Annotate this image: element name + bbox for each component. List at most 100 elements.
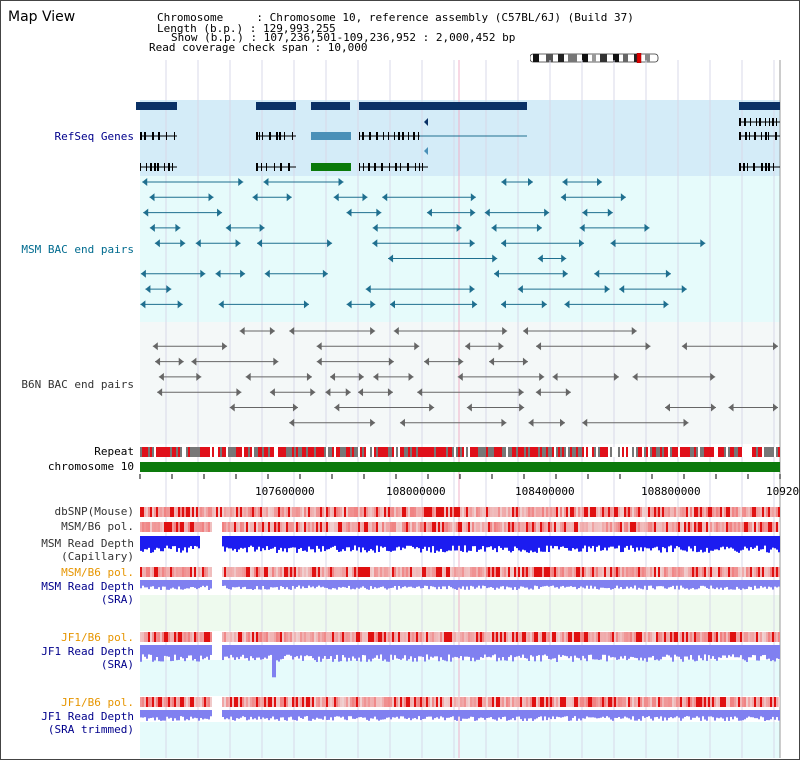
repeat-segment <box>250 447 252 457</box>
repeat-segment <box>728 447 730 457</box>
read-depth-bar <box>252 580 254 590</box>
polymorphism-cell <box>196 522 198 532</box>
polymorphism-cell <box>304 632 306 642</box>
read-depth-bar <box>438 645 440 662</box>
repeat-segment <box>306 447 308 457</box>
polymorphism-cell <box>378 522 380 532</box>
read-depth-bar <box>580 580 582 587</box>
bac-end-marker <box>773 342 778 351</box>
read-depth-bar <box>528 645 530 661</box>
read-depth-bar <box>496 536 498 553</box>
polymorphism-cell <box>388 632 390 642</box>
polymorphism-cell <box>168 697 170 707</box>
polymorphism-cell <box>728 632 730 642</box>
read-depth-bar <box>430 580 432 587</box>
polymorphism-cell <box>282 567 284 577</box>
read-depth-bar <box>616 580 618 586</box>
read-depth-bar <box>394 645 396 656</box>
repeat-segment <box>448 447 450 457</box>
polymorphism-cell <box>436 567 438 577</box>
polymorphism-cell <box>290 507 292 517</box>
read-depth-bar <box>520 536 522 552</box>
polymorphism-cell <box>392 522 394 532</box>
polymorphism-cell <box>152 507 154 517</box>
read-depth-bar <box>310 710 312 721</box>
polymorphism-cell <box>468 567 470 577</box>
transcript-blue <box>311 132 351 140</box>
polymorphism-cell <box>158 522 160 532</box>
polymorphism-cell <box>690 522 692 532</box>
polymorphism-cell <box>172 632 174 642</box>
read-depth-bar <box>162 645 164 662</box>
read-depth-bar <box>394 536 396 551</box>
repeat-segment <box>640 447 642 457</box>
read-depth-bar <box>486 580 488 589</box>
read-depth-bar <box>142 580 144 586</box>
polymorphism-cell <box>484 697 486 707</box>
polymorphism-cell <box>354 632 356 642</box>
polymorphism-cell <box>566 567 568 577</box>
read-depth-bar <box>244 580 246 587</box>
polymorphism-cell <box>458 632 460 642</box>
polymorphism-cell <box>180 697 182 707</box>
chromosome-ideogram[interactable] <box>530 53 660 63</box>
polymorphism-cell <box>452 567 454 577</box>
polymorphism-cell <box>732 697 734 707</box>
polymorphism-cell <box>666 507 668 517</box>
polymorphism-cell <box>762 507 764 517</box>
polymorphism-cell <box>638 697 640 707</box>
polymorphism-cell <box>558 567 560 577</box>
read-depth-bar <box>500 710 502 720</box>
polymorphism-cell <box>696 697 698 707</box>
read-depth-bar <box>766 536 768 553</box>
bac-end-marker <box>710 403 716 412</box>
polymorphism-cell <box>260 697 262 707</box>
read-depth-bar <box>746 710 748 718</box>
polymorphism-cell <box>180 632 182 642</box>
polymorphism-cell <box>148 632 150 642</box>
read-depth-bar <box>316 645 318 662</box>
read-depth-bar <box>568 645 570 659</box>
read-depth-bar <box>688 710 690 717</box>
read-depth-bar <box>736 580 738 587</box>
read-depth-bar <box>384 536 386 547</box>
polymorphism-cell <box>502 697 504 707</box>
read-depth-bar <box>210 645 212 655</box>
repeat-segment <box>694 447 696 457</box>
read-depth-bar <box>360 536 362 553</box>
read-depth-bar <box>578 645 580 659</box>
read-depth-bar <box>542 645 544 656</box>
read-depth-bar <box>670 580 672 587</box>
polymorphism-cell <box>770 697 772 707</box>
polymorphism-cell <box>580 697 582 707</box>
polymorphism-cell <box>172 507 174 517</box>
polymorphism-cell <box>602 522 604 532</box>
read-depth-bar <box>272 645 274 678</box>
polymorphism-cell <box>598 567 600 577</box>
polymorphism-cell <box>238 697 240 707</box>
polymorphism-cell <box>690 507 692 517</box>
polymorphism-cell <box>778 522 780 532</box>
repeat-segment <box>290 447 292 457</box>
read-depth-bar <box>740 536 742 551</box>
polymorphism-cell <box>292 632 294 642</box>
read-depth-bar <box>350 710 352 717</box>
read-depth-bar <box>544 710 546 717</box>
polymorphism-cell <box>460 632 462 642</box>
read-depth-bar <box>482 536 484 547</box>
read-depth-bar <box>658 536 660 551</box>
read-depth-bar <box>612 645 614 658</box>
read-depth-bar <box>466 710 468 719</box>
polymorphism-cell <box>602 507 604 517</box>
polymorphism-cell <box>266 522 268 532</box>
polymorphism-cell <box>684 522 686 532</box>
bac-end-marker <box>582 418 588 427</box>
repeat-segment <box>446 447 448 457</box>
bac-end-marker <box>376 208 382 217</box>
read-depth-bar <box>774 536 776 549</box>
read-depth-bar <box>674 536 676 549</box>
read-depth-bar <box>686 645 688 657</box>
read-depth-bar <box>474 580 476 589</box>
read-depth-bar <box>284 645 286 657</box>
